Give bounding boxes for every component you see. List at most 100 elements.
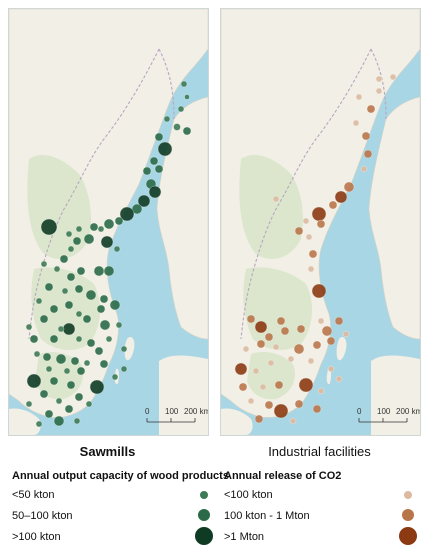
facility-marker [352,119,360,127]
facility-marker [264,332,274,342]
sawmill-marker [163,115,171,123]
facility-marker [289,417,297,425]
facility-marker [294,399,304,409]
facility-marker [254,414,264,424]
facility-marker [326,336,336,346]
scalebar: 0 100 200 km [145,407,208,423]
sawmills-title: Sawmills [79,444,136,459]
sawmill-marker [182,126,192,136]
sawmill-marker [53,415,65,427]
land-gotland [124,337,135,361]
forest-area [247,352,296,400]
sawmills-legend-label-small: <50 kton [12,489,55,501]
sawmill-marker [72,236,82,246]
sawmill-marker [113,245,121,253]
sawmill-marker [40,260,48,268]
land-gotland [336,337,347,361]
sawmill-marker [105,335,113,343]
sawmill-marker [66,272,76,282]
sawmill-marker [45,365,53,373]
sawmill-marker [119,206,135,222]
co2-legend-dot-large [399,527,417,545]
sawmill-marker [49,334,59,344]
facility-marker [302,217,310,225]
sawmill-marker [83,359,91,367]
land-baltics [371,355,420,435]
sawmill-marker [89,222,99,232]
facility-marker [317,387,325,395]
facility-marker [375,75,383,83]
land-oland [326,368,332,385]
sawmill-marker [76,266,86,276]
facility-marker [327,365,335,373]
sawmill-marker [53,265,61,273]
sawmill-marker [115,321,123,329]
border-sweden-finland [370,48,387,120]
sawmill-marker [173,123,181,131]
land-finland [368,96,420,340]
facility-marker [343,181,355,193]
facility-marker [252,367,260,375]
facility-marker [238,382,248,392]
industrial-facilities-map-panel[interactable]: 0 100 200 km [220,8,421,436]
sawmill-marker [75,335,83,343]
facility-marker [328,200,338,210]
sawmill-marker [61,287,69,295]
sawmill-marker [137,194,151,208]
facility-marker [264,400,274,410]
sawmills-legend-dot-small [200,491,208,499]
facility-marker [305,233,313,241]
sawmill-marker [99,294,109,304]
sawmill-marker [74,392,84,402]
facility-marker [254,320,268,334]
sawmill-marker [73,417,81,425]
co2-legend-title: Annual release of CO2 [224,470,342,482]
sawmill-marker [154,132,164,142]
facility-marker [256,339,266,349]
sawmills-map: 0 100 200 km [9,9,208,435]
sawmill-marker [82,314,92,324]
sawmill-marker [29,334,39,344]
sawmills-map-panel[interactable]: 0 100 200 km [8,8,209,436]
sawmill-marker [97,225,105,233]
sawmill-marker [148,185,162,199]
facility-marker [280,326,290,336]
sawmill-marker [33,350,41,358]
facility-marker [317,317,325,325]
sawmill-marker [25,323,33,331]
sawmill-marker [25,400,33,408]
sawmill-marker [40,218,58,236]
facility-marker [311,283,327,299]
facility-marker [267,359,275,367]
co2-legend-dot-small [404,491,412,499]
facility-marker [312,340,322,350]
sawmill-marker [157,141,173,157]
scalebar: 0 100 200 km [357,407,420,423]
sawmill-marker [184,94,190,100]
facility-marker [342,330,350,338]
industrial-facilities-map: 0 100 200 km [221,9,420,435]
sawmill-marker [99,359,109,369]
facility-marker [273,403,289,419]
sawmill-marker [75,225,83,233]
scalebar-label: 0 [145,407,150,416]
facility-marker [311,206,327,222]
facility-marker [274,380,284,390]
facility-marker [247,397,255,405]
facility-marker [307,265,315,273]
sawmill-marker [111,373,119,381]
border-sweden-norway [240,48,372,340]
facility-marker [334,316,344,326]
facility-marker [307,357,315,365]
co2-legend-label-medium: 100 kton - 1 Mton [224,510,310,522]
sawmill-marker [100,235,114,249]
sawmill-marker [66,380,76,390]
sawmill-marker [63,367,71,375]
forest-area [27,154,91,259]
sawmill-marker [39,389,49,399]
sawmill-marker [59,254,69,264]
sawmill-marker [154,164,164,174]
co2-legend-label-small: <100 kton [224,489,273,501]
sawmill-marker [64,404,74,414]
sawmill-marker [62,322,76,336]
